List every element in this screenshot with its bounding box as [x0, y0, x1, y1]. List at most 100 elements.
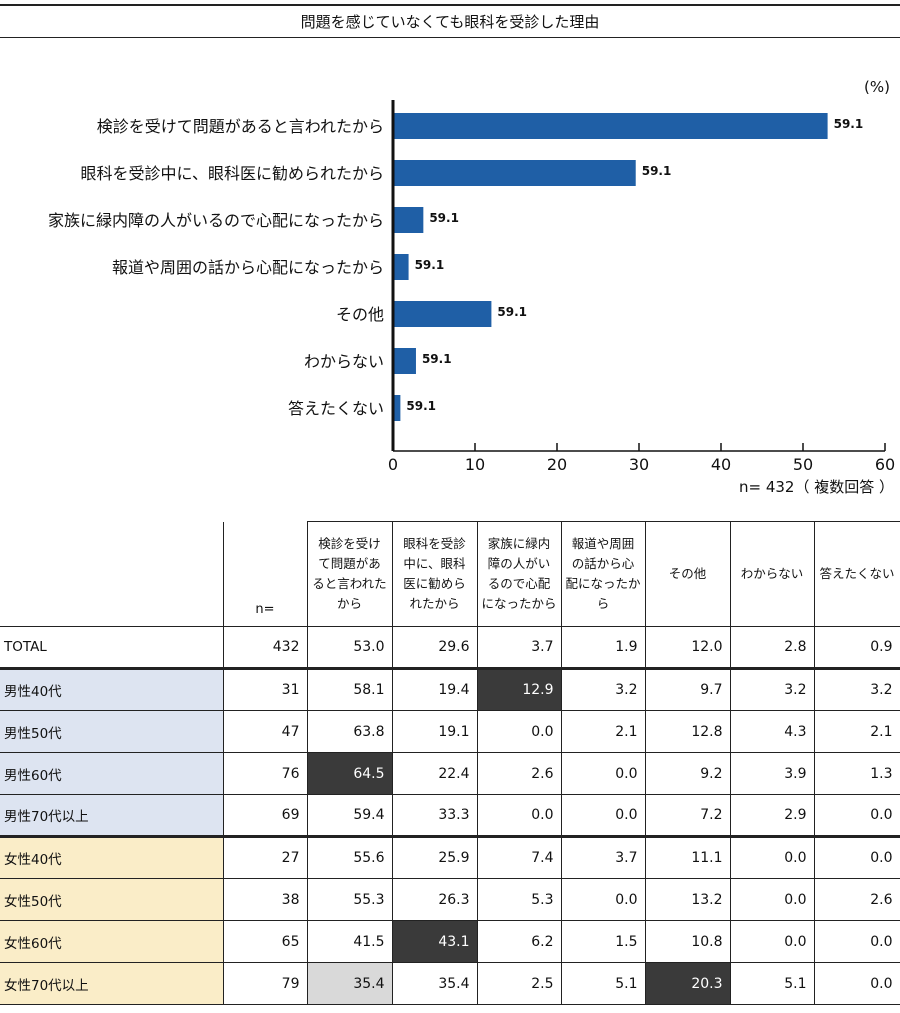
cell-value: 13.2	[644, 878, 731, 921]
cell-value: 2.6	[476, 752, 562, 795]
x-tick-label: 20	[547, 455, 567, 472]
x-tick-label: 50	[793, 455, 813, 472]
cell-n: 47	[222, 710, 308, 753]
cell-value: 0.0	[476, 710, 562, 753]
cell-value: 58.1	[306, 667, 393, 711]
cell-value: 12.9	[476, 667, 562, 711]
data-label: 59.1	[422, 352, 452, 366]
cell-value: 43.1	[391, 920, 478, 963]
cell-value: 29.6	[391, 626, 478, 669]
cell-value: 3.9	[729, 752, 815, 795]
cell-value: 53.0	[306, 626, 393, 669]
cell-value: 9.7	[644, 667, 731, 711]
cell-value: 33.3	[391, 794, 478, 837]
cell-value: 19.1	[391, 710, 478, 753]
cell-value: 12.8	[644, 710, 731, 753]
header-blank	[0, 521, 224, 627]
row-label: 女性60代	[0, 920, 224, 963]
cell-value: 7.2	[644, 794, 731, 837]
bar	[393, 113, 828, 139]
cell-value: 5.1	[729, 962, 815, 1005]
bar	[393, 207, 424, 233]
data-label: 59.1	[415, 258, 445, 272]
data-label: 59.1	[429, 211, 459, 225]
cell-n: 76	[222, 752, 308, 795]
header-n: n=	[222, 521, 308, 627]
cell-n: 31	[222, 667, 308, 711]
bar	[393, 254, 409, 280]
cell-n: 69	[222, 794, 308, 837]
bar	[393, 301, 492, 327]
category-label: その他	[336, 305, 384, 324]
x-tick-label: 10	[465, 455, 485, 472]
cell-value: 2.6	[813, 878, 900, 921]
cell-value: 35.4	[306, 962, 393, 1005]
cell-value: 7.4	[476, 835, 562, 879]
cell-value: 4.3	[729, 710, 815, 753]
cell-value: 2.5	[476, 962, 562, 1005]
cell-value: 63.8	[306, 710, 393, 753]
cell-value: 2.1	[560, 710, 646, 753]
cell-value: 6.2	[476, 920, 562, 963]
cell-value: 55.3	[306, 878, 393, 921]
table-row: 男性50代 47 63.8 19.1 0.0 2.1 12.8 4.3 2.1	[0, 710, 900, 753]
x-tick-label: 0	[388, 455, 398, 472]
category-label: 検診を受けて問題があると言われたから	[97, 117, 384, 136]
unit-label: (%)	[864, 78, 890, 96]
cell-value: 55.6	[306, 835, 393, 879]
table-row: 男性40代 31 58.1 19.4 12.9 3.2 9.7 3.2 3.2	[0, 667, 900, 711]
category-label: 家族に緑内障の人がいるので心配になったから	[48, 211, 384, 230]
cell-n: 65	[222, 920, 308, 963]
cell-value: 19.4	[391, 667, 478, 711]
cell-value: 0.0	[729, 920, 815, 963]
table-row: 女性60代 65 41.5 43.1 6.2 1.5 10.8 0.0 0.0	[0, 920, 900, 963]
table-row: 女性50代 38 55.3 26.3 5.3 0.0 13.2 0.0 2.6	[0, 878, 900, 921]
column-header: 家族に緑内 障の人がい るので心配 になったから	[476, 521, 562, 627]
cell-value: 20.3	[644, 962, 731, 1005]
row-label: 男性60代	[0, 752, 224, 795]
row-label: 男性40代	[0, 667, 224, 711]
cell-value: 0.0	[813, 920, 900, 963]
column-header: その他	[644, 521, 731, 627]
cell-n: 432	[222, 626, 308, 669]
column-header: わからない	[729, 521, 815, 627]
cell-value: 64.5	[306, 752, 393, 795]
table-row: 女性40代 27 55.6 25.9 7.4 3.7 11.1 0.0 0.0	[0, 835, 900, 879]
category-label: わからない	[304, 352, 384, 371]
cell-value: 0.0	[813, 962, 900, 1005]
crosstab-table: n= 検診を受け て問題があ ると言われた から 眼科を受診 中に、眼科 医に勧めら れたから…	[0, 521, 900, 1005]
cell-value: 26.3	[391, 878, 478, 921]
cell-value: 2.9	[729, 794, 815, 837]
row-label: 女性50代	[0, 878, 224, 921]
cell-value: 3.2	[560, 667, 646, 711]
cell-value: 5.1	[560, 962, 646, 1005]
cell-value: 41.5	[306, 920, 393, 963]
cell-value: 0.0	[813, 835, 900, 879]
table-row: 男性70代以上 69 59.4 33.3 0.0 0.0 7.2 2.9 0.0	[0, 794, 900, 837]
x-tick-label: 30	[629, 455, 649, 472]
cell-value: 9.2	[644, 752, 731, 795]
cell-value: 10.8	[644, 920, 731, 963]
cell-value: 0.0	[476, 794, 562, 837]
cell-n: 38	[222, 878, 308, 921]
cell-value: 1.9	[560, 626, 646, 669]
cell-value: 0.0	[729, 835, 815, 879]
cell-value: 59.4	[306, 794, 393, 837]
bar	[393, 160, 636, 186]
x-tick-label: 60	[875, 455, 895, 472]
cell-value: 0.0	[813, 794, 900, 837]
cell-value: 1.3	[813, 752, 900, 795]
cell-value: 11.1	[644, 835, 731, 879]
table-row: TOTAL 432 53.0 29.6 3.7 1.9 12.0 2.8 0.9	[0, 626, 900, 669]
sample-size-note: n= 432（ 複数回答 ）	[738, 478, 894, 496]
cell-value: 0.0	[729, 878, 815, 921]
cell-value: 2.1	[813, 710, 900, 753]
cell-value: 3.2	[813, 667, 900, 711]
data-label: 59.1	[642, 164, 672, 178]
cell-value: 0.0	[560, 878, 646, 921]
table-header-row: n= 検診を受け て問題があ ると言われた から 眼科を受診 中に、眼科 医に勧めら れたから…	[0, 521, 900, 627]
cell-value: 0.9	[813, 626, 900, 669]
bar	[393, 348, 416, 374]
row-label: 女性40代	[0, 835, 224, 879]
row-label: 男性50代	[0, 710, 224, 753]
